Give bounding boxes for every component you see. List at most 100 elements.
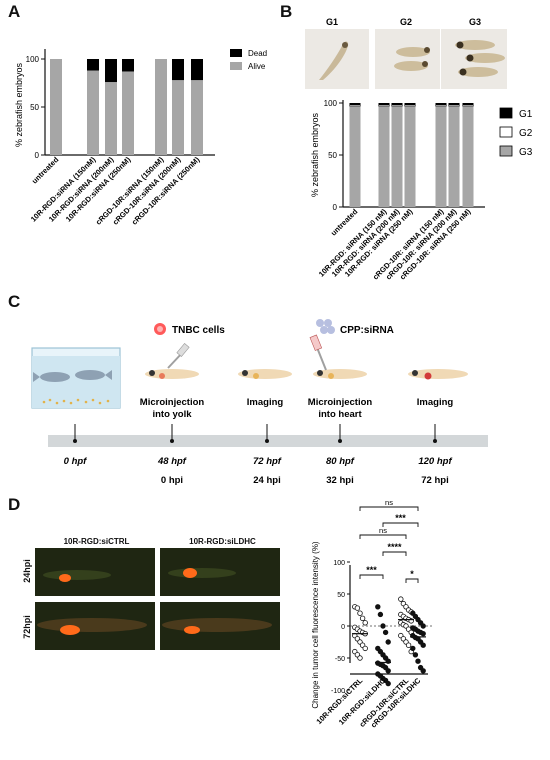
timepoint-dot bbox=[73, 439, 77, 443]
bar-g2-2 bbox=[391, 104, 403, 107]
panel-d-category-labels: 10R-RGD:siCTRL10R-RGD:siLDHCcRGD-10R:siC… bbox=[314, 676, 422, 730]
legend-swatch-alive bbox=[230, 62, 242, 70]
legend-label-dead: Dead bbox=[248, 49, 267, 58]
data-point-1 bbox=[377, 611, 384, 618]
panel-a-ytick-label: 100 bbox=[26, 55, 40, 64]
hpi-label: 0 hpi bbox=[161, 475, 183, 486]
timepoint-dot bbox=[338, 439, 342, 443]
aquarium-tank bbox=[31, 347, 121, 409]
bar-dead-1 bbox=[87, 59, 99, 71]
bar-g1-2 bbox=[391, 103, 403, 106]
significance-bracket bbox=[359, 574, 384, 579]
bar-g2-6 bbox=[462, 104, 474, 107]
panel-a-chart: % zebrafish embryos 0 50 100 untreated10R-… bbox=[14, 49, 267, 227]
larva-120hpf bbox=[408, 369, 468, 380]
step-label-line: Microinjection bbox=[308, 397, 373, 408]
bar-g3-5 bbox=[448, 106, 460, 207]
cpp-sirna-label: CPP:siRNA bbox=[340, 325, 394, 336]
panel-letter-a: A bbox=[8, 2, 21, 21]
panel-c-timepoints: 0 hpf 48 hpf 72 hpf 80 hpf 120 hpf 0 hpi 24 hp… bbox=[64, 424, 452, 486]
hpi-label: 24 hpi bbox=[253, 475, 280, 486]
panel-d-images bbox=[35, 548, 280, 650]
bar-alive-4 bbox=[155, 59, 167, 155]
bar-alive-0 bbox=[50, 59, 62, 155]
hpf-label: 48 hpf bbox=[157, 456, 187, 467]
step-label-line: Microinjection bbox=[140, 397, 205, 408]
data-point-0 bbox=[354, 605, 361, 611]
bar-g1-3 bbox=[404, 103, 416, 106]
bar-dead-3 bbox=[122, 59, 134, 72]
larva-72hpf bbox=[238, 369, 292, 379]
timepoint-dot bbox=[265, 439, 269, 443]
timepoint-dot bbox=[433, 439, 437, 443]
data-point-1 bbox=[380, 623, 386, 629]
significance-bracket bbox=[405, 578, 419, 583]
legend-label-g3: G3 bbox=[519, 147, 533, 158]
panel-letter-d: D bbox=[8, 495, 21, 514]
hpi-label: 32 hpi bbox=[326, 475, 353, 486]
tnbc-cells-icon bbox=[154, 323, 166, 335]
legend-swatch-g1 bbox=[499, 107, 513, 119]
panel-a-yticks: 0 50 100 bbox=[26, 55, 45, 160]
panel-a-ylabel: % zebrafish embryos bbox=[14, 62, 24, 147]
panel-a-bars bbox=[50, 59, 203, 155]
data-point-3 bbox=[410, 645, 416, 652]
bar-g3-4 bbox=[435, 106, 447, 207]
bar-g1-6 bbox=[462, 103, 474, 106]
legend-label-g1: G1 bbox=[519, 109, 533, 120]
panel-d-ytick-label: 50 bbox=[337, 592, 345, 599]
bar-alive-3 bbox=[122, 71, 134, 155]
step-label-line: Imaging bbox=[247, 397, 284, 408]
panel-d-ytick-label: 100 bbox=[333, 560, 345, 567]
panel-b-bars bbox=[349, 103, 474, 207]
bar-g3-2 bbox=[391, 106, 403, 207]
significance-label: ns bbox=[385, 498, 393, 507]
fluorescence-24hpi-siLDHC bbox=[160, 548, 280, 596]
panel-d-significance-brackets: ns***ns******* * bbox=[359, 498, 419, 583]
bar-g1-5 bbox=[448, 103, 460, 106]
significance-label: ns bbox=[379, 526, 387, 535]
panel-b-ytick-label: 0 bbox=[333, 203, 338, 212]
panel-b-image-label-g1: G1 bbox=[326, 17, 338, 27]
significance-label: *** bbox=[366, 565, 377, 575]
data-point-3 bbox=[420, 630, 426, 637]
bar-g2-4 bbox=[435, 104, 447, 107]
cpp-sirna-icon bbox=[316, 319, 335, 334]
data-point-2 bbox=[405, 642, 412, 648]
data-point-1 bbox=[375, 604, 381, 610]
panel-d-ytick-label: 0 bbox=[341, 624, 345, 631]
data-point-3 bbox=[420, 623, 426, 629]
significance-bracket bbox=[382, 522, 419, 527]
significance-label: * bbox=[410, 569, 414, 579]
data-point-0 bbox=[362, 645, 368, 652]
panel-d-ytick-label: -50 bbox=[335, 656, 345, 663]
bar-alive-2 bbox=[105, 82, 117, 155]
panel-d-col-label-1: 10R-RGD:siLDHC bbox=[189, 537, 256, 546]
panel-d-points bbox=[352, 596, 426, 687]
data-point-3 bbox=[415, 658, 421, 664]
hpf-label: 72 hpf bbox=[253, 456, 282, 467]
bar-g3-0 bbox=[349, 106, 361, 207]
panel-b-chart: G1 G2 G3 % zebrafish embryos 0 50 100 untr… bbox=[305, 17, 533, 282]
bar-g2-1 bbox=[378, 104, 390, 107]
legend-swatch-g2 bbox=[499, 126, 513, 138]
data-point-0 bbox=[357, 655, 363, 661]
bar-g3-1 bbox=[378, 106, 390, 207]
panel-d-row-label-1: 72hpi bbox=[22, 615, 32, 639]
bar-g3-3 bbox=[404, 106, 416, 207]
panel-d-ylabel-text: Change in tumor cell fluorescence intens… bbox=[311, 541, 320, 709]
panel-d-chart: Change in tumor cell fluorescence intens… bbox=[311, 498, 432, 730]
significance-label: *** bbox=[395, 513, 406, 523]
significance-bracket bbox=[382, 551, 407, 556]
bar-alive-1 bbox=[87, 70, 99, 155]
panel-b-legend: G1 G2 G3 bbox=[499, 107, 533, 158]
hpf-label: 80 hpf bbox=[326, 456, 355, 467]
panel-b-ytick-label: 50 bbox=[328, 151, 337, 160]
significance-bracket bbox=[359, 506, 419, 511]
fluorescence-72hpi-siLDHC bbox=[160, 602, 280, 650]
bar-g1-0 bbox=[349, 103, 361, 106]
tnbc-cells-label: TNBC cells bbox=[172, 325, 225, 336]
